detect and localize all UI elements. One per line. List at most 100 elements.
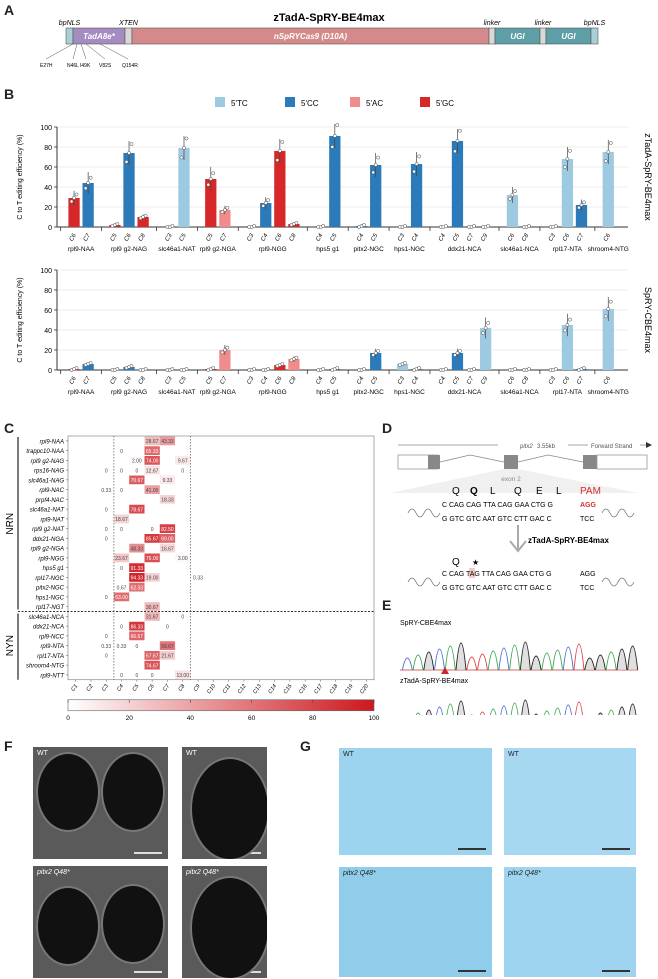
- heatmap-row-label: slc46a1-NAT: [30, 508, 66, 514]
- heatmap-cell-value: 31.67: [146, 615, 159, 621]
- heatmap-cell-value: 76.00: [146, 556, 159, 562]
- replicate-point: [115, 222, 120, 226]
- heatmap-cell-value: 86.33: [131, 624, 144, 630]
- replicate-point: [129, 364, 134, 368]
- chart-title: SpRY-CBE4max: [643, 287, 653, 354]
- bar: [219, 350, 231, 370]
- chromatogram-peak: [412, 654, 424, 671]
- chromatogram-peak: [530, 655, 542, 671]
- bar: [451, 141, 464, 227]
- heatmap-cell: [129, 504, 145, 514]
- chromatogram-peak: [608, 709, 615, 715]
- replicate-point: [335, 123, 340, 127]
- x-tick-label: C8: [521, 375, 530, 385]
- replicate-point: [115, 367, 120, 371]
- heatmap-cell-value: 0: [105, 595, 108, 601]
- x-tick-label: C6: [603, 232, 612, 242]
- y-tick-label: 80: [44, 145, 52, 152]
- heatmap-cell-value: 23.67: [115, 556, 128, 562]
- bar: [68, 198, 80, 227]
- dna-helix-right-icon: [601, 577, 635, 587]
- heatmap-cell-value: 0: [166, 624, 169, 630]
- scale-bar: [458, 970, 486, 972]
- heatmap-cell-value: 59.67: [161, 644, 174, 650]
- replicate-point: [294, 221, 299, 225]
- bar: [123, 153, 135, 227]
- heatmap-c: rpl9-NAA 28.67 43.33 trappc10-NAA 0 65.33 rpl9…: [5, 435, 380, 722]
- heatmap-cell-value: 85.67: [146, 537, 159, 543]
- replicate-point: [568, 317, 572, 322]
- heatmap-cell: [129, 573, 145, 582]
- heatmap-col-label: C4: [116, 683, 125, 692]
- exon-3-utr: [596, 454, 648, 470]
- heatmap-col-label: C15: [283, 683, 294, 695]
- heatmap-col-label: C13: [252, 683, 263, 695]
- bar: [602, 152, 614, 227]
- y-tick-label: 0: [48, 368, 52, 375]
- heatmap-cell: [159, 436, 176, 446]
- heatmap-cell-value: 0: [120, 468, 123, 474]
- replicate-point: [565, 157, 570, 161]
- replicate-point: [280, 362, 285, 366]
- image-genotype-label: WT: [186, 750, 197, 757]
- x-tick-label: C6: [124, 232, 133, 242]
- bar: [561, 325, 574, 370]
- chromatogram-peak: [584, 657, 596, 671]
- bar: [329, 136, 341, 227]
- amino-acid: Q: [452, 486, 460, 497]
- x-tick-label: C8: [138, 232, 147, 242]
- x-tick-label: C5: [452, 375, 461, 385]
- heatmap-col-label: C5: [132, 683, 141, 693]
- replicate-point: [577, 205, 581, 210]
- replicate-point: [83, 186, 88, 191]
- dna-helix-left-icon: [407, 508, 441, 518]
- image-genotype-label: pitx2 Q48*: [186, 869, 219, 876]
- replicate-point: [362, 367, 366, 371]
- replicate-point: [373, 351, 378, 355]
- heatmap-row-label: rpl9 g2-NGA: [31, 547, 64, 553]
- image-genotype-label: WT: [37, 750, 48, 757]
- x-tick-label: C5: [330, 232, 339, 242]
- x-tick-label: C6: [275, 375, 284, 385]
- chromatogram-peak: [415, 712, 421, 715]
- heatmap-cell: [144, 436, 160, 446]
- panel-label-e: E: [382, 597, 392, 613]
- wt-pam-seq: AGG: [580, 502, 597, 509]
- replicate-point: [266, 198, 271, 202]
- heatmap-cell: [159, 534, 176, 543]
- x-tick-label: C4: [260, 375, 269, 385]
- scale-bar: [602, 848, 630, 850]
- chromatogram-peak: [498, 647, 510, 671]
- heatmap-cell: [144, 534, 160, 543]
- replicate-point: [220, 210, 225, 214]
- x-tick-label: C7: [576, 375, 585, 385]
- heatmap-cell-value: 0: [105, 654, 108, 660]
- group-label: hps5 g1: [316, 246, 340, 253]
- colorbar-tick-label: 40: [187, 715, 195, 722]
- bar-chart-1: 0 20 40 60 80 100 C to T editing efficiency (%…: [17, 123, 653, 253]
- construct-segment-label: TadA8e*: [83, 32, 116, 41]
- heatmap-cell-value: 0: [120, 449, 123, 455]
- heatmap-cell-value: 28.67: [146, 439, 159, 445]
- replicate-point: [362, 223, 366, 227]
- replicate-point: [606, 150, 611, 154]
- chromatogram-peak: [510, 702, 519, 715]
- eye: [192, 759, 267, 859]
- strand-label: Forward Strand: [591, 444, 632, 450]
- group-label: rpl9-NAA: [68, 389, 95, 396]
- bar: [82, 364, 94, 370]
- bar: [205, 179, 217, 227]
- chromatogram-peak: [595, 654, 606, 671]
- chromatogram-peak: [436, 706, 444, 715]
- group-label: slc46a1-NAT: [158, 389, 195, 396]
- heatmap-col-label: C10: [206, 683, 217, 695]
- bar: [602, 309, 614, 370]
- replicate-point: [129, 142, 134, 146]
- replicate-point: [608, 299, 613, 304]
- chart-title: zTadA-SpRY-BE4max: [643, 133, 653, 221]
- image-genotype-label: pitx2 Q48*: [37, 869, 70, 876]
- replicate-point: [483, 326, 488, 330]
- group-label: rpl9 g2-NGA: [200, 389, 237, 396]
- construct-segment-label: UGI: [510, 32, 525, 41]
- y-tick-label: 60: [44, 165, 52, 172]
